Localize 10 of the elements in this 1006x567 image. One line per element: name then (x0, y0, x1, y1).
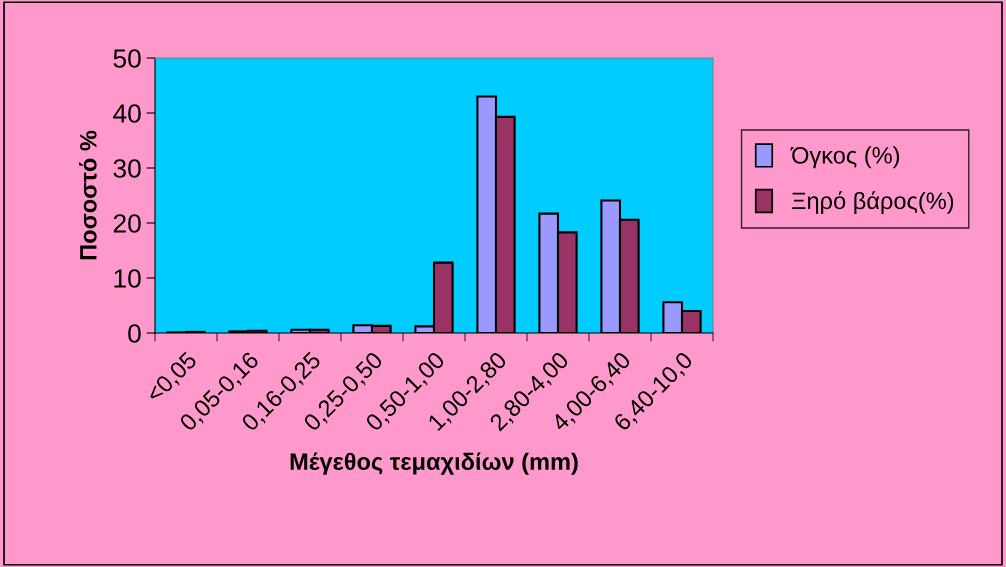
y-tick-label: 40 (113, 104, 141, 123)
y-tick-label: 50 (113, 49, 141, 68)
y-tick-label: 20 (113, 214, 141, 233)
y-axis-title: Ποσοστό % (79, 130, 97, 260)
y-tick-label: 0 (128, 324, 141, 343)
legend-label: Ξηρό βάρος(%) (792, 191, 954, 214)
x-axis-title: Μέγεθος τεμαχιδίων (mm) (290, 452, 578, 475)
y-tick-label: 30 (113, 159, 141, 178)
y-tick-label: 10 (114, 269, 141, 288)
legend-label: Όγκος (%) (790, 146, 900, 169)
